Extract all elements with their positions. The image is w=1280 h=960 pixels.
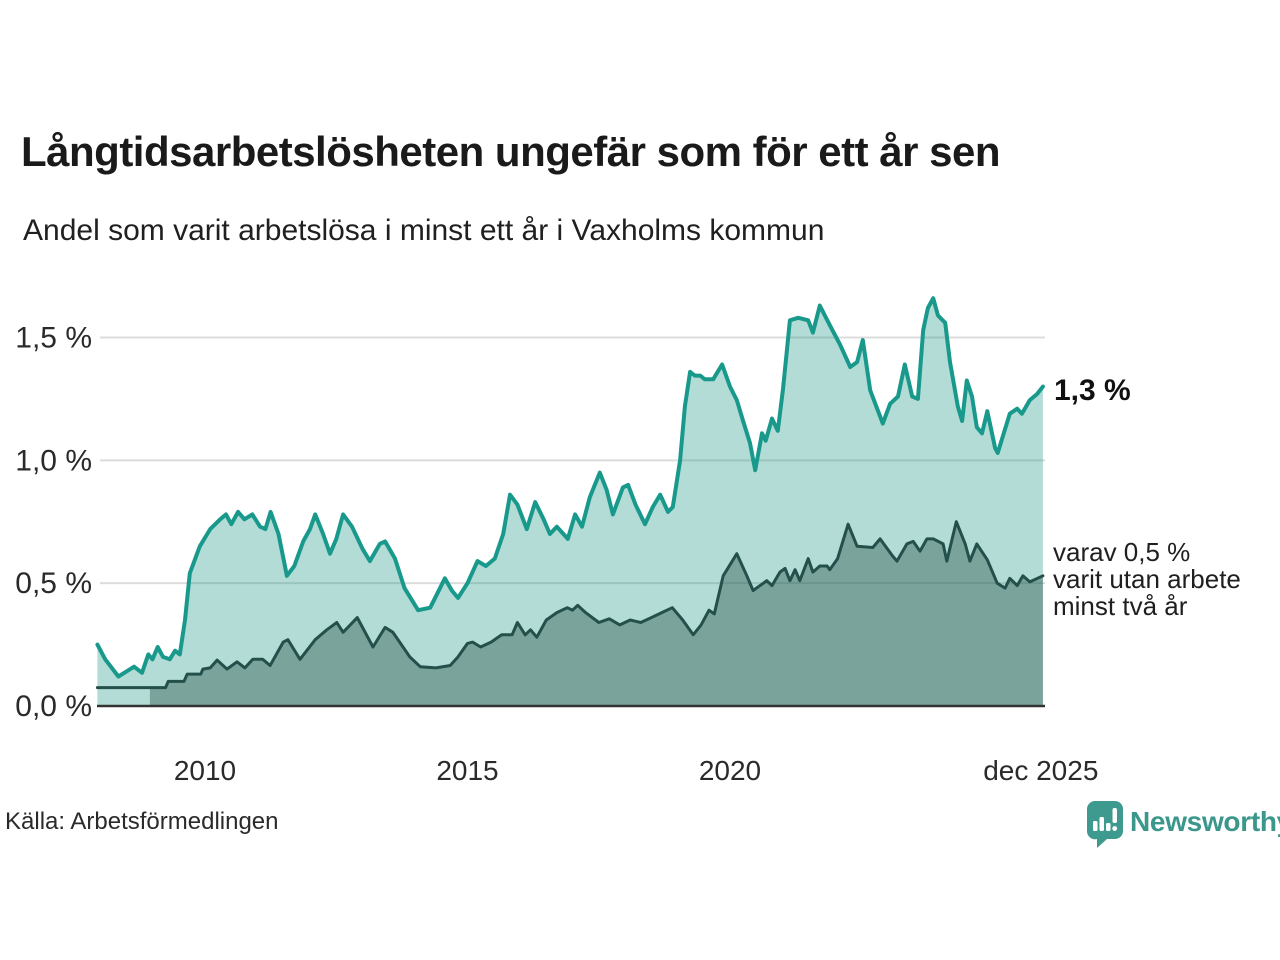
newsworthy-logo-icon bbox=[1087, 801, 1123, 848]
secondary-annotation: varav 0,5 % varit utan arbete minst två … bbox=[1053, 539, 1241, 620]
y-tick-label: 1,5 % bbox=[15, 321, 92, 354]
page-title: Långtidsarbetslösheten ungefär som för e… bbox=[21, 128, 1001, 175]
logo-bar-1 bbox=[1093, 821, 1098, 831]
x-tick-label: 2020 bbox=[699, 755, 761, 786]
secondary-annotation-line1: varav 0,5 % bbox=[1053, 537, 1191, 567]
logo-bar-2 bbox=[1099, 817, 1104, 831]
y-tick-label: 0,5 % bbox=[15, 567, 92, 600]
y-tick-label: 0,0 % bbox=[15, 690, 92, 723]
newsworthy-logo: Newsworthy bbox=[1087, 801, 1280, 848]
x-tick-label: 2010 bbox=[174, 755, 236, 786]
x-tick-label: dec 2025 bbox=[983, 755, 1098, 786]
secondary-annotation-line2: varit utan arbete bbox=[1053, 564, 1241, 594]
logo-bar-3 bbox=[1106, 823, 1111, 831]
chart-subtitle: Andel som varit arbetslösa i minst ett å… bbox=[23, 214, 825, 247]
source-credit: Källa: Arbetsförmedlingen bbox=[5, 808, 279, 835]
logo-exclamation-dot bbox=[1112, 826, 1118, 831]
logo-bubble-shape bbox=[1087, 801, 1123, 848]
y-tick-label: 1,0 % bbox=[15, 444, 92, 477]
series-line-varav-utan-arbete-minst-tv-r bbox=[95, 520, 1045, 690]
secondary-annotation-line3: minst två år bbox=[1053, 591, 1188, 621]
newsworthy-logo-text: Newsworthy bbox=[1130, 806, 1280, 837]
x-tick-label: 2015 bbox=[436, 755, 498, 786]
logo-exclamation-bar bbox=[1112, 808, 1117, 823]
series-area-0 bbox=[97, 298, 1043, 706]
latest-value-annotation: 1,3 % bbox=[1054, 374, 1131, 407]
series-line-andel-som-varit-arbetsl-sa-i-minst-ett-r bbox=[95, 296, 1045, 679]
